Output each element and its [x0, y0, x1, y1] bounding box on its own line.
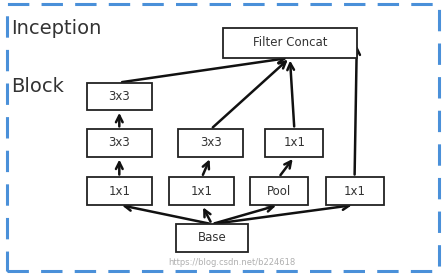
- FancyBboxPatch shape: [87, 129, 152, 157]
- FancyBboxPatch shape: [87, 82, 152, 110]
- Text: Block: Block: [11, 77, 64, 96]
- Text: Filter Concat: Filter Concat: [252, 36, 327, 49]
- Text: Pool: Pool: [267, 185, 291, 198]
- Text: Base: Base: [198, 231, 226, 244]
- FancyBboxPatch shape: [87, 177, 152, 205]
- Text: Inception: Inception: [11, 19, 102, 38]
- FancyBboxPatch shape: [176, 224, 248, 252]
- FancyBboxPatch shape: [265, 129, 323, 157]
- Text: 3x3: 3x3: [200, 136, 222, 150]
- Text: 1x1: 1x1: [108, 185, 130, 198]
- FancyBboxPatch shape: [169, 177, 234, 205]
- Text: 3x3: 3x3: [108, 90, 130, 103]
- Text: 1x1: 1x1: [283, 136, 306, 150]
- FancyBboxPatch shape: [223, 28, 357, 58]
- Text: 1x1: 1x1: [191, 185, 213, 198]
- Text: 3x3: 3x3: [108, 136, 130, 150]
- Text: https://blog.csdn.net/b224618: https://blog.csdn.net/b224618: [168, 258, 296, 267]
- FancyBboxPatch shape: [326, 177, 384, 205]
- Text: 1x1: 1x1: [343, 185, 366, 198]
- FancyBboxPatch shape: [250, 177, 308, 205]
- FancyBboxPatch shape: [178, 129, 243, 157]
